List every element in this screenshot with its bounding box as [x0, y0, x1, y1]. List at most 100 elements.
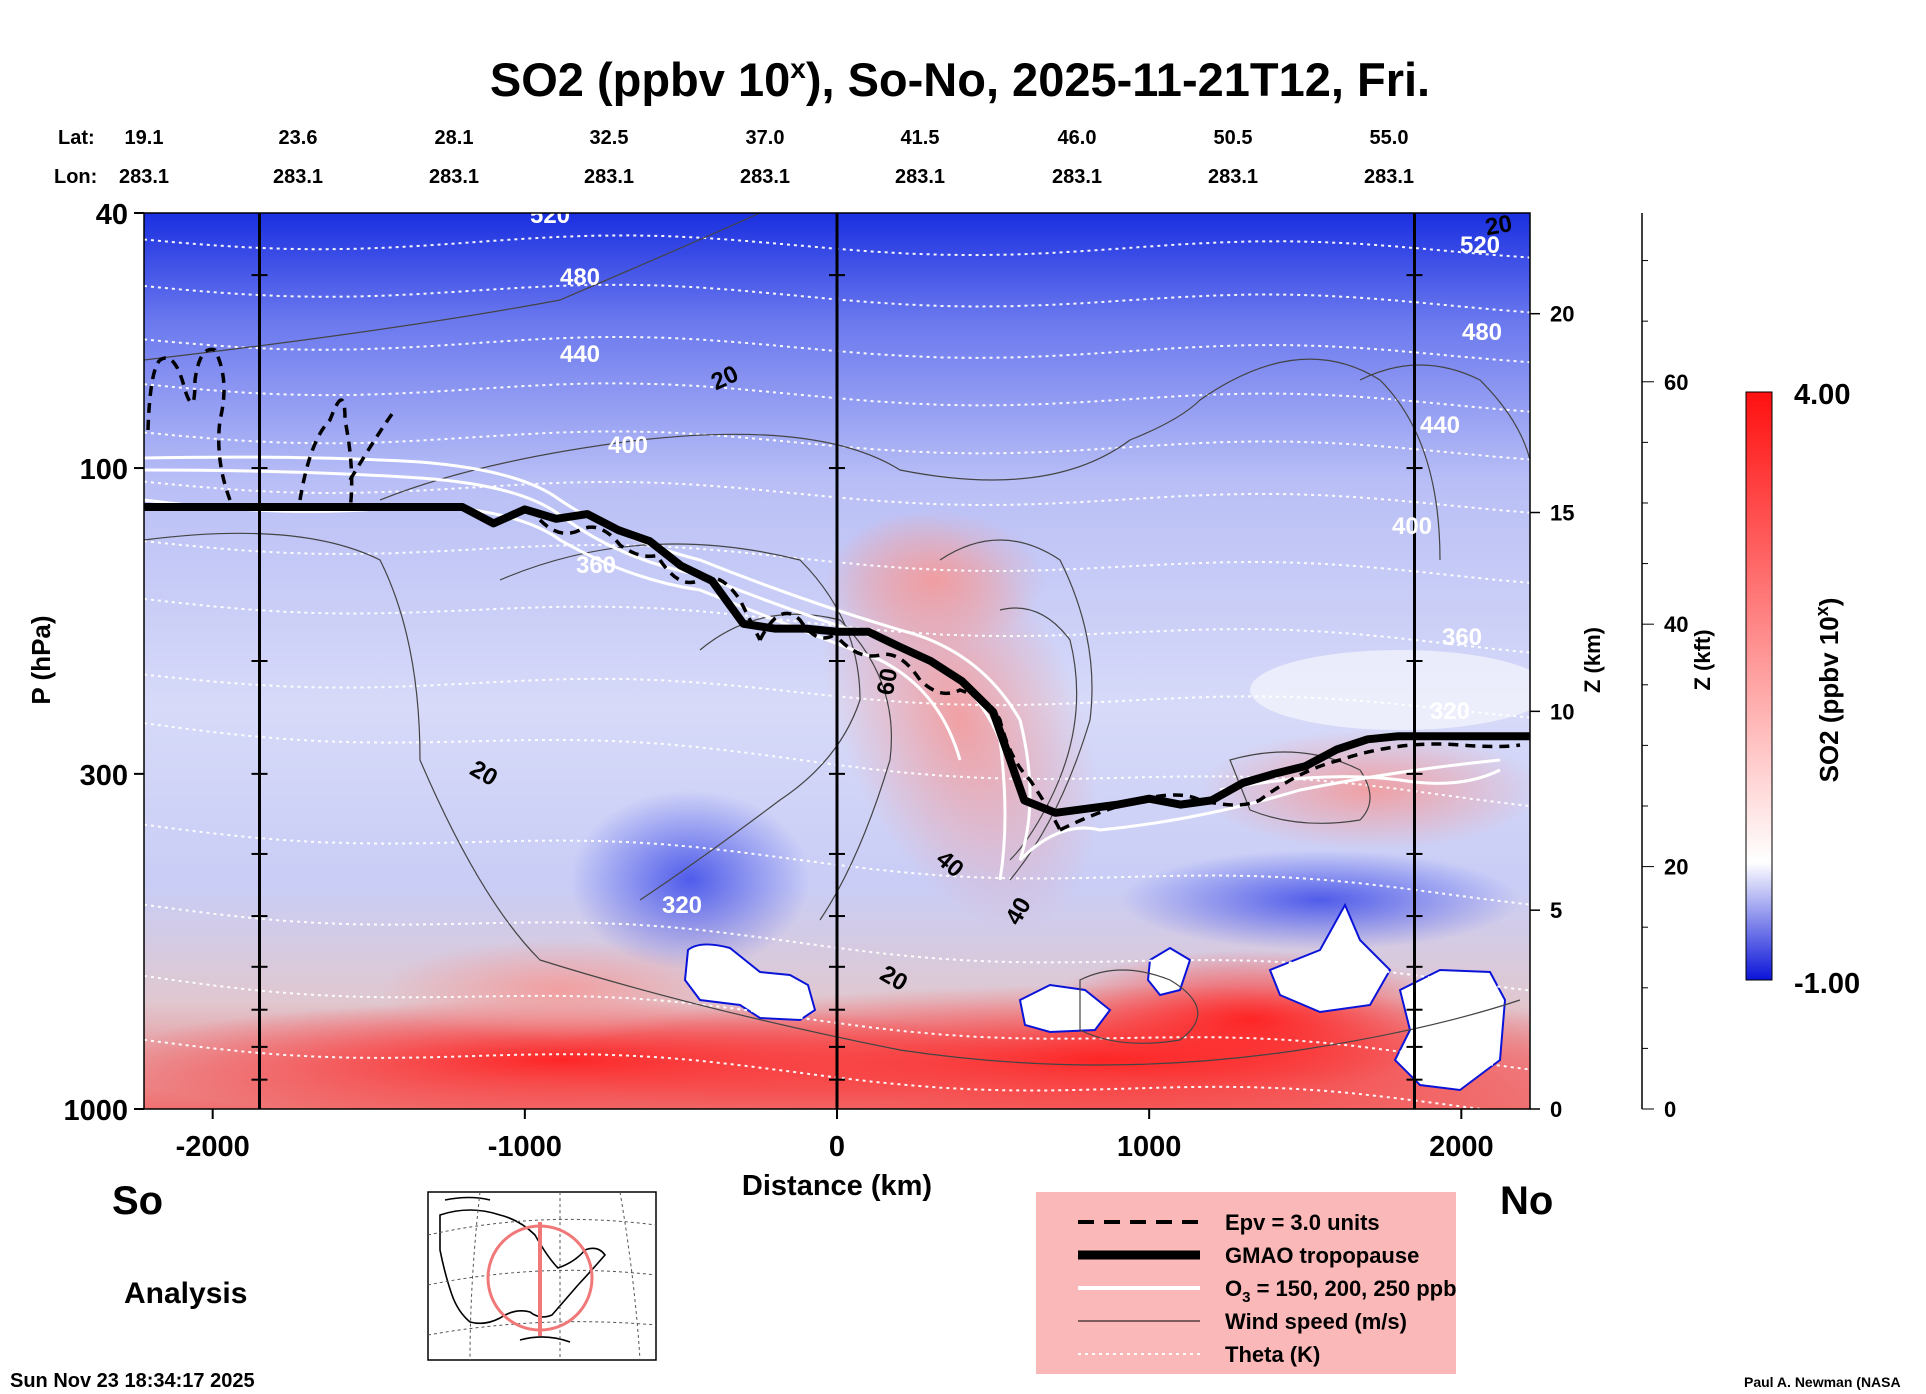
theta-contour-label: 280	[1453, 1044, 1493, 1071]
map-inset	[427, 1191, 657, 1361]
lon-value: 283.1	[740, 166, 790, 188]
lat-label: Lat:	[58, 127, 95, 149]
colorbar-max-label: 4.00	[1794, 379, 1850, 411]
legend: Epv = 3.0 units GMAO tropopause O3 = 150, …	[1036, 1192, 1457, 1374]
z-kft-axis-title: Z (kft)	[1690, 629, 1715, 690]
missing-region-4	[1268, 902, 1392, 1014]
lat-value: 32.5	[590, 127, 629, 149]
p-tick-label: 100	[80, 454, 128, 486]
so2-high-blob-left	[144, 1000, 1020, 1109]
ozone-contour-line	[144, 455, 1501, 862]
wind-contour-label: 20	[1483, 210, 1514, 241]
epv-contour-line	[348, 408, 397, 481]
theta-contour-label: 400	[608, 432, 648, 459]
credit: Paul A. Newman (NASA	[1744, 1374, 1901, 1390]
so2-pink-midleft	[380, 940, 740, 1040]
legend-label: O3 = 150, 200, 250 ppb	[1225, 1276, 1457, 1306]
epv-contour-line	[658, 559, 762, 641]
legend-label: GMAO tropopause	[1225, 1243, 1419, 1268]
x-tick-label: -1000	[488, 1131, 562, 1163]
y-axis-title: P (hPa)	[26, 615, 56, 704]
z-km-axis-title: Z (km)	[1580, 627, 1605, 693]
z-kft-tick-label: 0	[1664, 1097, 1676, 1122]
theta-contour-label: 360	[1442, 624, 1482, 651]
z-kft-tick-label: 40	[1664, 612, 1688, 637]
epv-contour-line	[146, 347, 232, 501]
z-km-tick-label: 0	[1550, 1097, 1562, 1122]
colorbar-min-label: -1.00	[1794, 968, 1860, 1000]
chart-title: SO2 (ppbv 10x), So-No, 2025-11-21T12, Fr…	[490, 53, 1430, 106]
wind-contour-line	[144, 213, 761, 361]
colorbar-ramp	[1745, 391, 1773, 981]
analysis-label: Analysis	[124, 1277, 247, 1310]
lon-value: 283.1	[584, 166, 634, 188]
lat-value: 28.1	[435, 127, 474, 149]
map-coastlines	[439, 1196, 607, 1343]
p-tick-label: 40	[96, 199, 128, 231]
z-kft-tick-label: 20	[1664, 855, 1688, 880]
wind-contour-line	[999, 607, 1078, 861]
lat-lon-header: Lat: Lon: 19.1 23.6 28.1 32.5 37.0 41.5 46.0 50…	[54, 127, 1414, 188]
wind-contour-label: 60	[872, 666, 903, 697]
lon-value: 283.1	[1052, 166, 1102, 188]
x-tick-label: 0	[829, 1131, 845, 1163]
theta-contour-label: 400	[1392, 513, 1432, 540]
theta-contour-label: 320	[662, 892, 702, 919]
z-km-tick-label: 5	[1550, 898, 1562, 923]
so2-white-band	[1250, 650, 1530, 730]
missing-region-5	[1393, 968, 1507, 1092]
lat-value: 37.0	[746, 127, 785, 149]
z-kft-tick-label: 60	[1664, 370, 1688, 395]
wind-contour-line	[144, 532, 1521, 1066]
lat-value: 41.5	[901, 127, 940, 149]
missing-region-2	[1018, 983, 1112, 1034]
p-tick-label: 1000	[63, 1095, 128, 1127]
theta-contour-label: 440	[1420, 412, 1460, 439]
lon-label: Lon:	[54, 166, 97, 188]
theta-contour-label: 440	[560, 341, 600, 368]
wind-contour-line	[1229, 751, 1371, 824]
lon-value: 283.1	[1364, 166, 1414, 188]
wind-contour-line	[1079, 969, 1199, 1044]
theta-contour-label: 520	[530, 202, 570, 229]
legend-label: Wind speed (m/s)	[1225, 1309, 1407, 1334]
epv-contour-line	[538, 518, 661, 558]
so2-low-blob-right	[1120, 850, 1520, 950]
x-axis-title: Distance (km)	[742, 1170, 932, 1202]
so2-pink-upper	[825, 510, 1045, 650]
theta-contour-label: 480	[560, 264, 600, 291]
epv-contour-line	[758, 611, 842, 641]
legend-label: Epv = 3.0 units	[1225, 1210, 1380, 1235]
lon-value: 283.1	[273, 166, 323, 188]
theta-contour-label: 480	[1462, 319, 1502, 346]
z-km-tick-label: 20	[1550, 302, 1574, 327]
theta-contour-label: 360	[576, 552, 616, 579]
x-tick-label: 2000	[1429, 1131, 1494, 1163]
theta-contour-label: 320	[1430, 698, 1470, 725]
lon-value: 283.1	[119, 166, 169, 188]
theta-contour-label: 520	[1460, 232, 1500, 259]
wind-contour-line	[379, 358, 1441, 561]
lon-value: 283.1	[1208, 166, 1258, 188]
south-end-label: So	[112, 1179, 163, 1223]
lon-value: 283.1	[429, 166, 479, 188]
wind-speed-contours	[144, 213, 1530, 1066]
plot-area: 520 480 440 400 360 320 520 480 440 400 360 320 280 2…	[144, 202, 1530, 1109]
epv-contour-line	[298, 398, 354, 511]
colorbar-title: SO2 (ppbv 10x)	[1812, 598, 1844, 783]
x-tick-label: -2000	[176, 1131, 250, 1163]
lat-value: 50.5	[1214, 127, 1253, 149]
colorbar: 4.00 -1.00 SO2 (ppbv 10x)	[1745, 379, 1860, 1000]
z-km-tick-label: 15	[1550, 501, 1574, 526]
map-graticule	[427, 1191, 657, 1361]
north-end-label: No	[1500, 1179, 1553, 1223]
lat-value: 55.0	[1370, 127, 1409, 149]
timestamp: Sun Nov 23 18:34:17 2025	[10, 1370, 255, 1392]
legend-label: Theta (K)	[1225, 1342, 1320, 1367]
x-tick-label: 1000	[1117, 1131, 1182, 1163]
ozone-contour-line	[1219, 768, 1501, 792]
wind-contour-line	[1359, 364, 1530, 461]
lon-value: 283.1	[895, 166, 945, 188]
lat-value: 19.1	[125, 127, 164, 149]
